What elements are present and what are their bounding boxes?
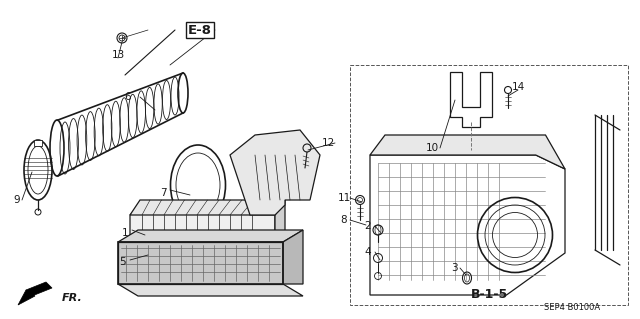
Text: 4: 4	[365, 247, 371, 257]
Text: 8: 8	[340, 215, 348, 225]
Polygon shape	[18, 290, 35, 305]
Polygon shape	[118, 230, 303, 242]
Polygon shape	[118, 284, 303, 296]
Polygon shape	[130, 200, 285, 215]
Text: 1: 1	[122, 228, 128, 238]
Polygon shape	[283, 230, 303, 284]
Text: 10: 10	[426, 143, 438, 153]
Polygon shape	[230, 130, 320, 215]
Bar	[350, 65, 628, 305]
Text: 3: 3	[451, 263, 458, 273]
Text: FR.: FR.	[62, 293, 83, 303]
Polygon shape	[26, 282, 52, 296]
Text: E-8: E-8	[188, 24, 212, 36]
Polygon shape	[118, 242, 283, 284]
Text: 9: 9	[13, 195, 20, 205]
Text: 12: 12	[321, 138, 335, 148]
Text: 7: 7	[160, 188, 166, 198]
Text: 5: 5	[118, 257, 125, 267]
Polygon shape	[370, 135, 565, 169]
Text: 11: 11	[337, 193, 351, 203]
Text: B-1-5: B-1-5	[472, 288, 509, 301]
Polygon shape	[275, 200, 285, 255]
Text: 14: 14	[511, 82, 525, 92]
Text: 2: 2	[365, 221, 371, 231]
Text: 13: 13	[111, 50, 125, 60]
Text: SEP4 B0100A: SEP4 B0100A	[544, 303, 600, 313]
Polygon shape	[450, 72, 492, 127]
Polygon shape	[34, 140, 42, 146]
Bar	[118, 242, 283, 284]
Polygon shape	[130, 210, 275, 260]
Text: 6: 6	[125, 92, 131, 102]
Polygon shape	[370, 155, 565, 295]
